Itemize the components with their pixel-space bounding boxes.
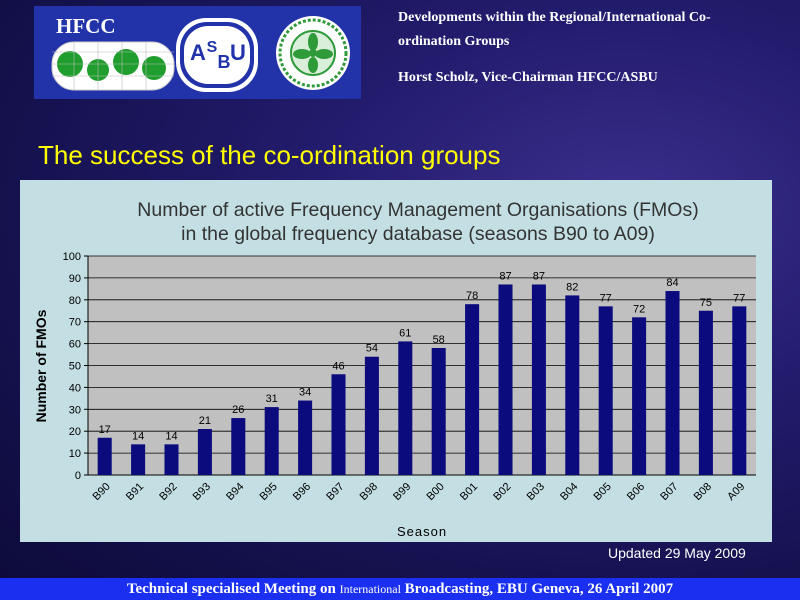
- y-tick-label: 20: [69, 426, 81, 438]
- y-tick-label: 30: [69, 404, 81, 416]
- bar: [498, 284, 513, 475]
- hfcc-globe-logo: [51, 41, 175, 91]
- subtitle-line-1: Developments within the Regional/Interna…: [398, 10, 711, 25]
- bar-value-label: 77: [733, 292, 745, 304]
- presenter-name: Horst Scholz, Vice-Chairman HFCC/ASBU: [398, 70, 658, 85]
- bar: [465, 304, 480, 475]
- bar: [264, 407, 279, 475]
- x-tick-label: B90: [90, 481, 112, 503]
- x-tick-label: B99: [391, 481, 413, 503]
- x-tick-label: B91: [124, 481, 146, 503]
- y-tick-label: 60: [69, 339, 81, 351]
- asbu-letter-u: U: [230, 40, 246, 65]
- presentation-subtitle: Developments within the Regional/Interna…: [398, 6, 798, 54]
- x-tick-label: B92: [157, 481, 179, 503]
- y-tick-label: 40: [69, 382, 81, 394]
- bar-value-label: 77: [600, 292, 612, 304]
- asbu-letter-s: S: [207, 39, 218, 56]
- chart-panel: Number of active Frequency Management Or…: [20, 180, 772, 542]
- bar-value-label: 78: [466, 290, 478, 302]
- y-tick-label: 70: [69, 317, 81, 329]
- x-tick-label: B00: [424, 481, 446, 503]
- bar: [398, 341, 413, 475]
- x-tick-label: B08: [692, 481, 714, 503]
- y-tick-label: 90: [69, 273, 81, 285]
- y-tick-label: 0: [75, 470, 81, 482]
- x-tick-label: B01: [458, 481, 480, 503]
- bar: [364, 356, 379, 475]
- bar-value-label: 14: [165, 430, 177, 442]
- x-tick-label: B06: [625, 481, 647, 503]
- bar-value-label: 31: [266, 393, 278, 405]
- y-tick-label: 50: [69, 361, 81, 373]
- x-tick-label: B04: [558, 481, 580, 503]
- x-tick-label: B07: [658, 481, 680, 503]
- bar: [732, 306, 747, 475]
- bar-value-label: 75: [700, 297, 712, 309]
- y-axis-label: Number of FMOs: [33, 309, 49, 422]
- footer-text-part-3: Broadcasting, EBU Geneva, 26 April 2007: [400, 581, 674, 597]
- chart-title-line-2: in the global frequency database (season…: [181, 223, 655, 245]
- bar-value-label: 61: [399, 327, 411, 339]
- bar-value-label: 46: [332, 360, 344, 372]
- bar: [531, 284, 546, 475]
- bar: [164, 444, 179, 475]
- updated-date: Updated 29 May 2009: [608, 545, 746, 561]
- bar-value-label: 17: [99, 424, 111, 436]
- slide-title: The success of the co-ordination groups: [38, 140, 501, 170]
- bar-value-label: 14: [132, 430, 144, 442]
- bar-value-label: 87: [533, 270, 545, 282]
- x-tick-label: B96: [291, 481, 313, 503]
- x-tick-label: B98: [358, 481, 380, 503]
- bar: [598, 306, 613, 475]
- asbu-letter-a: A: [190, 40, 206, 65]
- bar-value-label: 72: [633, 303, 645, 315]
- bar: [698, 310, 713, 475]
- bar: [298, 400, 313, 475]
- x-tick-label: B95: [257, 481, 279, 503]
- bar: [565, 295, 580, 475]
- y-tick-label: 10: [69, 448, 81, 460]
- y-tick-label: 100: [63, 251, 81, 263]
- bar-chart: Number of active Frequency Management Or…: [33, 199, 756, 539]
- asbu-letter-b: B: [218, 52, 231, 72]
- x-tick-label: B97: [324, 481, 346, 503]
- asbu-logo: A S B U: [176, 18, 258, 92]
- bar: [231, 418, 246, 475]
- bar: [431, 347, 446, 475]
- footer-text-part-2: International: [339, 582, 401, 596]
- bar-value-label: 21: [199, 415, 211, 427]
- bar-value-label: 54: [366, 343, 378, 355]
- bar: [632, 317, 647, 475]
- footer-bar: Technical specialised Meeting on Interna…: [0, 578, 800, 600]
- x-tick-label: B05: [591, 481, 613, 503]
- chart-title-line-1: Number of active Frequency Management Or…: [137, 199, 698, 221]
- bar-value-label: 26: [232, 404, 244, 416]
- x-tick-label: B03: [525, 481, 547, 503]
- x-tick-label: B02: [491, 481, 513, 503]
- logo-banner: HFCC A S B U: [34, 6, 361, 99]
- emblem-logo: [276, 16, 350, 90]
- bar: [197, 429, 212, 475]
- bar-value-label: 34: [299, 387, 311, 399]
- bar-value-label: 84: [666, 277, 678, 289]
- subtitle-line-2: ordination Groups: [398, 34, 510, 49]
- bar-value-label: 58: [433, 334, 445, 346]
- hfcc-logo-text: HFCC: [56, 14, 116, 38]
- x-tick-label: B93: [191, 481, 213, 503]
- bar-value-label: 82: [566, 281, 578, 293]
- bar: [97, 437, 112, 475]
- footer-text-part-1: Technical specialised Meeting on: [126, 581, 340, 597]
- y-tick-label: 80: [69, 295, 81, 307]
- bar: [131, 444, 146, 475]
- x-axis-label: Season: [397, 524, 447, 539]
- bar: [665, 291, 680, 475]
- bar: [331, 374, 346, 475]
- x-tick-label: B94: [224, 481, 246, 503]
- bar-value-label: 87: [499, 270, 511, 282]
- x-tick-label: A09: [725, 481, 747, 503]
